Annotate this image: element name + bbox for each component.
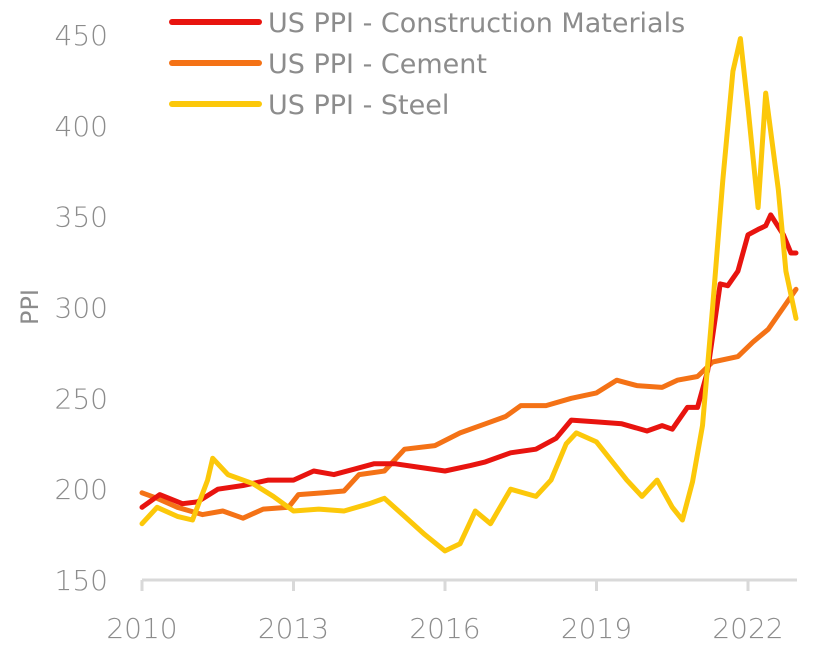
legend-label: US PPI - Steel — [268, 90, 449, 121]
x-tick-label: 2016 — [409, 612, 480, 645]
y-tick-label: 150 — [55, 564, 108, 597]
legend-item: US PPI - Steel — [169, 90, 449, 121]
x-tick-label: 2022 — [712, 612, 783, 645]
series-lines — [139, 36, 799, 554]
legend-item: US PPI - Cement — [169, 49, 487, 80]
y-tick-label: 450 — [55, 19, 108, 52]
y-axis-ticks: 150 200 250 300 350 400 450 — [55, 19, 108, 597]
legend: US PPI - Construction Materials US PPI - … — [169, 8, 685, 121]
x-tick-label: 2019 — [561, 612, 632, 645]
y-tick-label: 200 — [55, 473, 108, 506]
series-line-us-ppi-construction-materials — [139, 212, 799, 510]
y-tick-label: 350 — [55, 201, 108, 234]
y-axis-title: PPI — [16, 289, 44, 325]
legend-label: US PPI - Construction Materials — [268, 8, 685, 39]
series-line-us-ppi-steel — [139, 36, 799, 554]
y-tick-label: 300 — [55, 292, 108, 325]
legend-item: US PPI - Construction Materials — [169, 8, 685, 39]
x-axis: 2010 2013 2016 2019 2022 — [106, 578, 797, 645]
y-tick-label: 400 — [55, 110, 108, 143]
x-tick-label: 2010 — [106, 612, 177, 645]
legend-label: US PPI - Cement — [268, 49, 487, 80]
y-tick-label: 250 — [55, 382, 108, 415]
x-tick-label: 2013 — [258, 612, 329, 645]
